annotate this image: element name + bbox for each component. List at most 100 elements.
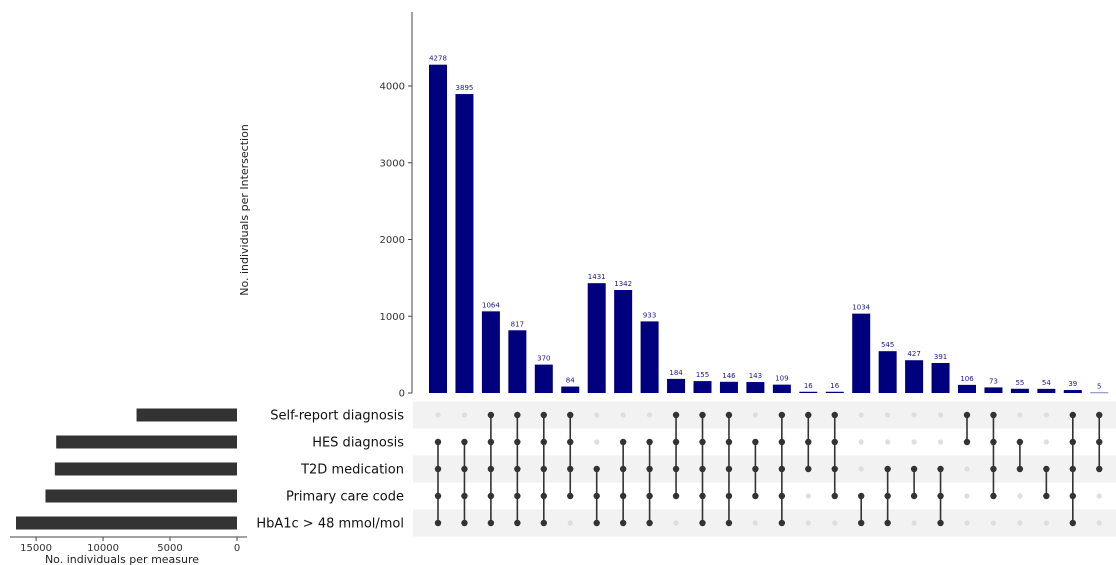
membership-dot-inactive: [461, 412, 468, 418]
set-label: HES diagnosis: [312, 436, 404, 451]
set-label: Primary care code: [286, 490, 404, 505]
matrix-row-shade: [413, 401, 1116, 429]
y-tick-label: 0: [399, 389, 405, 400]
intersection-bar: [561, 386, 580, 393]
membership-dot-inactive: [885, 412, 891, 418]
set-label: T2D medication: [300, 463, 404, 478]
set-labels: Self-report diagnosis HES diagnosis T2D me…: [256, 409, 404, 532]
matrix-row-shading: [413, 401, 1116, 537]
membership-dot-inactive: [620, 412, 626, 418]
membership-dot-inactive: [805, 493, 811, 499]
intersection-bar: [667, 378, 686, 393]
y-tick-label: 3000: [380, 158, 405, 169]
intersection-bar: [958, 384, 976, 393]
intersection-bar-label: 155: [696, 371, 709, 379]
membership-dot-inactive: [964, 493, 970, 499]
membership-dot-inactive: [832, 520, 838, 526]
set-size-bar: [136, 408, 237, 422]
set-label: Self-report diagnosis: [270, 409, 404, 424]
intersection-bar: [931, 362, 950, 393]
intersection-y-axis: No. individuals per Intersection 0 1000 20…: [238, 12, 413, 400]
membership-dot-inactive: [1043, 520, 1049, 526]
membership-dot-inactive: [911, 520, 917, 526]
membership-matrix: [434, 411, 1103, 527]
matrix-row-shade: [413, 455, 1116, 483]
intersection-bar-label: 143: [749, 372, 762, 380]
membership-dot-inactive: [937, 412, 944, 418]
intersection-bar: [1010, 388, 1029, 393]
membership-dot-inactive: [990, 520, 997, 526]
intersection-bar-label: 1431: [588, 273, 606, 281]
intersection-bar-label: 84: [566, 377, 575, 385]
intersection-bar: [799, 391, 818, 393]
intersection-bar-label: 1064: [482, 301, 500, 309]
membership-dot-inactive: [1096, 493, 1102, 499]
set-size-x-axis-title: No. individuals per measure: [45, 553, 199, 565]
membership-dot-inactive: [858, 466, 864, 472]
membership-dot-inactive: [647, 412, 653, 418]
membership-dot-inactive: [1017, 412, 1023, 418]
intersection-bar-label: 55: [1015, 379, 1024, 387]
membership-dot-inactive: [752, 412, 759, 418]
intersection-bar-label: 16: [830, 382, 839, 390]
x-tick-label: 0: [234, 543, 240, 554]
intersection-bar-label: 3895: [456, 84, 474, 92]
membership-dot-inactive: [435, 412, 441, 418]
set-size-bars: [16, 408, 237, 530]
intersection-bar: [693, 381, 712, 393]
membership-dot-inactive: [885, 439, 891, 445]
set-size-bar: [56, 435, 237, 449]
intersection-bars: 4278 3895 1064 817 370 84 1431 1342 933 184 155 146…: [429, 55, 1109, 394]
intersection-bar-label: 370: [537, 355, 550, 363]
intersection-y-axis-title: No. individuals per Intersection: [238, 124, 251, 296]
x-tick-label: 5000: [157, 543, 182, 554]
membership-dot-inactive: [911, 412, 917, 418]
set-label: HbA1c > 48 mmol/mol: [256, 517, 404, 532]
membership-dot-inactive: [1017, 493, 1023, 499]
intersection-bar-label: 933: [643, 311, 656, 319]
membership-dot-inactive: [673, 520, 679, 526]
intersection-bar: [905, 360, 924, 393]
set-size-bar: [45, 489, 237, 503]
intersection-bar: [481, 311, 500, 393]
intersection-bar-label: 184: [669, 369, 683, 377]
membership-dot-inactive: [594, 439, 600, 445]
set-size-bar: [16, 516, 237, 530]
membership-dot-inactive: [1096, 520, 1102, 526]
membership-dot-inactive: [1017, 520, 1023, 526]
membership-dot-inactive: [752, 520, 759, 526]
membership-dot-inactive: [567, 520, 573, 526]
intersection-bar: [1063, 390, 1082, 393]
membership-dot-inactive: [594, 412, 600, 418]
intersection-bar-label: 427: [907, 350, 920, 358]
intersection-bar: [1037, 388, 1056, 393]
x-tick-label: 15000: [20, 543, 52, 554]
membership-dot-inactive: [1043, 412, 1049, 418]
intersection-bar-label: 545: [881, 341, 894, 349]
y-tick-label: 4000: [380, 82, 405, 93]
intersection-bar-label: 817: [511, 320, 524, 328]
intersection-bar: [534, 364, 553, 393]
membership-dot-inactive: [858, 439, 864, 445]
intersection-bar: [878, 351, 897, 393]
intersection-bar: [429, 64, 447, 393]
intersection-bar-label: 146: [722, 372, 736, 380]
intersection-bar: [772, 384, 791, 393]
x-tick-label: 10000: [87, 543, 119, 554]
intersection-bar-label: 391: [934, 353, 947, 361]
intersection-bar: [614, 290, 633, 393]
intersection-bar-label: 73: [989, 377, 998, 385]
intersection-bar: [825, 391, 844, 393]
set-size-bar: [54, 462, 237, 476]
set-size-x-axis: No. individuals per measure 15000 10000 50…: [10, 536, 247, 565]
intersection-bar-label: 106: [960, 375, 974, 383]
intersection-bar: [1090, 392, 1109, 394]
intersection-bar-label: 1342: [614, 280, 632, 288]
intersection-bar-label: 39: [1068, 380, 1077, 388]
intersection-bar: [719, 381, 738, 393]
intersection-bar: [508, 330, 527, 393]
intersection-bar-label: 5: [1097, 383, 1101, 391]
membership-dot-inactive: [937, 439, 944, 445]
membership-dot-inactive: [964, 466, 970, 472]
